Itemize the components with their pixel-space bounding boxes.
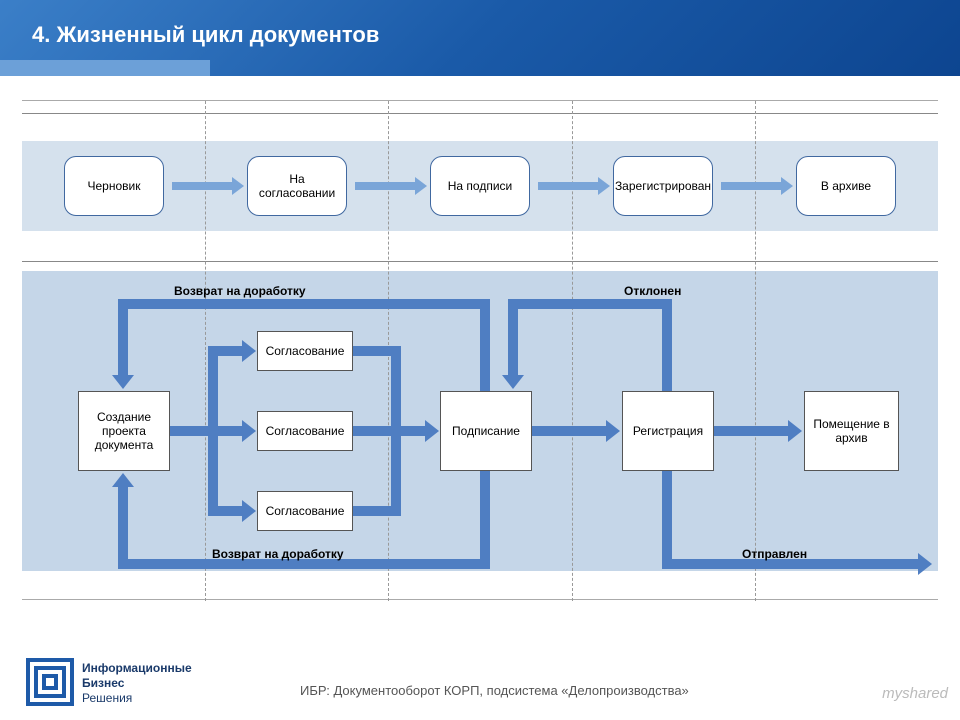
state-archived: В архиве [796, 156, 896, 216]
header-accent [0, 60, 210, 76]
footer-caption: ИБР: Документооборот КОРП, подсистема «Д… [300, 683, 689, 698]
page-title: 4. Жизненный цикл документов [32, 22, 379, 48]
diagram: Черновик На согласовании На подписи Заре… [22, 100, 938, 600]
process-archive: Помещение в архив [804, 391, 899, 471]
flow-arrowhead-icon [112, 473, 134, 487]
state-arrow [355, 182, 417, 190]
watermark: myshared [882, 685, 948, 702]
process-label: Создание проекта документа [83, 410, 165, 452]
flow-line [353, 506, 391, 516]
flow-line [353, 426, 391, 436]
flow-arrowhead-icon [918, 553, 932, 575]
flow-line [391, 346, 401, 516]
process-label: Регистрация [633, 424, 703, 438]
flow-label-sent: Отправлен [742, 547, 807, 561]
flow-arrowhead-icon [788, 420, 802, 442]
company-name-line: Бизнес [82, 676, 192, 691]
company-name-line: Информационные [82, 661, 192, 676]
company-logo-icon [26, 658, 74, 706]
flow-arrowhead-icon [242, 420, 256, 442]
process-label: Подписание [452, 424, 520, 438]
state-label: В архиве [821, 179, 871, 193]
hr-mid [22, 261, 938, 262]
flow-line [401, 426, 427, 436]
state-arrow [538, 182, 600, 190]
state-registered: Зарегистрирован [613, 156, 713, 216]
flow-line [480, 299, 490, 391]
flow-arrowhead-icon [242, 500, 256, 522]
flow-line [218, 346, 244, 356]
state-label: Зарегистрирован [615, 179, 711, 193]
state-label: На согласовании [252, 172, 342, 200]
col-divider [572, 101, 573, 601]
flow-line [508, 299, 672, 309]
flow-label-return-bottom: Возврат на доработку [212, 547, 344, 561]
company-name-line: Решения [82, 691, 192, 706]
flow-line [353, 346, 391, 356]
flow-line [662, 299, 672, 391]
process-label: Согласование [266, 344, 345, 358]
flow-line [218, 426, 244, 436]
col-divider [755, 101, 756, 601]
flow-line [118, 485, 128, 563]
state-arrow [172, 182, 234, 190]
col-divider [205, 101, 206, 601]
state-draft: Черновик [64, 156, 164, 216]
flow-arrowhead-icon [606, 420, 620, 442]
flow-line [480, 471, 490, 563]
process-approval: Согласование [257, 491, 353, 531]
state-label: На подписи [448, 179, 513, 193]
state-on-signing: На подписи [430, 156, 530, 216]
flow-line [118, 299, 490, 309]
flow-line [508, 299, 518, 377]
flow-line [714, 426, 790, 436]
flow-arrowhead-icon [112, 375, 134, 389]
flow-line [170, 426, 208, 436]
state-label: Черновик [88, 179, 141, 193]
flow-line [662, 471, 672, 563]
flow-arrowhead-icon [502, 375, 524, 389]
company-name: Информационные Бизнес Решения [82, 661, 192, 706]
state-arrow [721, 182, 783, 190]
process-approval: Согласование [257, 411, 353, 451]
process-create: Создание проекта документа [78, 391, 170, 471]
hr-top [22, 113, 938, 114]
flow-line [118, 299, 128, 377]
flow-label-return-top: Возврат на доработку [174, 284, 306, 298]
flow-label-rejected: Отклонен [624, 284, 681, 298]
process-signing: Подписание [440, 391, 532, 471]
state-on-approval: На согласовании [247, 156, 347, 216]
flow-arrowhead-icon [425, 420, 439, 442]
flow-line [208, 346, 218, 516]
flow-arrowhead-icon [242, 340, 256, 362]
flow-line [218, 506, 244, 516]
process-label: Согласование [266, 504, 345, 518]
process-approval: Согласование [257, 331, 353, 371]
footer: Информационные Бизнес Решения ИБР: Докум… [0, 650, 960, 720]
flow-line [532, 426, 608, 436]
process-label: Помещение в архив [809, 417, 894, 445]
process-registration: Регистрация [622, 391, 714, 471]
process-label: Согласование [266, 424, 345, 438]
